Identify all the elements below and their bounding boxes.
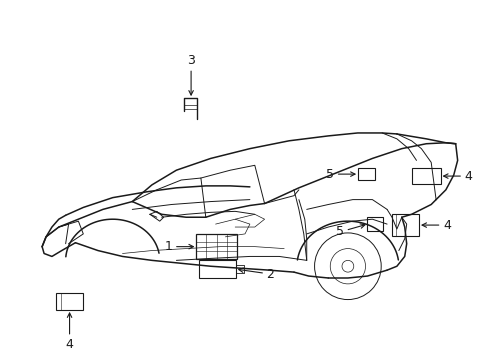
Bar (367, 217, 383, 231)
Text: 2: 2 (238, 267, 274, 280)
Text: 1: 1 (164, 240, 193, 253)
Bar (391, 214, 419, 236)
Text: 4: 4 (443, 170, 471, 183)
Text: 5: 5 (325, 168, 354, 181)
Text: 4: 4 (421, 219, 450, 231)
Text: 5: 5 (335, 224, 364, 238)
Bar (56, 293, 83, 310)
Text: 3: 3 (187, 54, 195, 95)
Bar (411, 168, 440, 184)
Bar (357, 168, 375, 180)
Text: 4: 4 (65, 313, 73, 351)
Bar (199, 260, 236, 278)
Bar (196, 234, 237, 259)
